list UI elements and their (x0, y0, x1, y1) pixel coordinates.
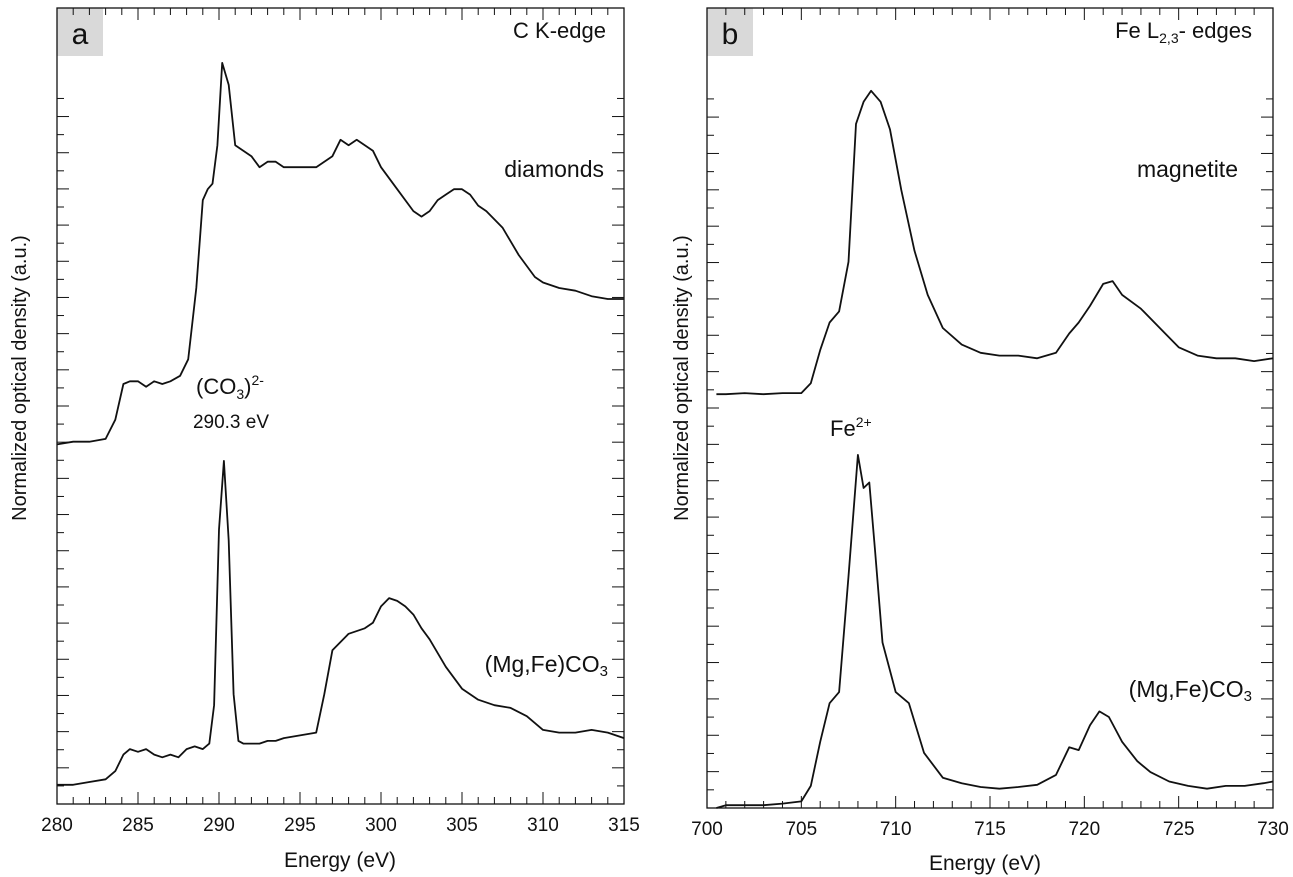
carbonate-close: ) (244, 374, 251, 399)
carbonate-peak-annotation: (CO3)2- (196, 372, 264, 402)
panel-b-x-tick-label: 720 (1068, 819, 1100, 840)
panel-a-spectrum-lower (57, 460, 625, 786)
panel-a-xlabel: Energy (eV) (284, 849, 396, 872)
fe2-peak-annotation: Fe2+ (830, 414, 872, 441)
panel-b-x-tick-label: 730 (1257, 819, 1289, 840)
panel-b-spectrum-upper (716, 89, 1274, 396)
mgfe-co3-a-sub: 3 (600, 663, 608, 680)
mgfe-co3-b-base: (Mg,Fe)CO (1129, 676, 1244, 702)
panel-a-edge-title: C K-edge (513, 18, 606, 43)
panel-a-spectrum-upper (56, 62, 624, 446)
panel-b-letter: b (722, 18, 739, 51)
panel-b-xlabel: Energy (eV) (929, 852, 1041, 875)
panel-a-letter-box (57, 8, 103, 56)
panel-a-x-tick-label: 305 (446, 815, 478, 836)
panel-a-x-tick-label: 315 (608, 815, 640, 836)
fe-edge-title-base: Fe L (1115, 18, 1159, 43)
panel-b-x-tick-label: 715 (974, 819, 1006, 840)
panel-b-x-tick-label: 700 (691, 819, 723, 840)
panel-b-spectrum-lower (716, 454, 1274, 809)
panel-a-curves (56, 62, 625, 786)
panel-a-x-tick-label: 300 (365, 815, 397, 836)
panel-a-axes: 280 285 290 295 300 305 310 315 (41, 7, 640, 836)
carbonate-peak-energy: 290.3 eV (193, 412, 269, 433)
series-label-mgfe-co3-b: (Mg,Fe)CO3 (1129, 676, 1252, 705)
fe-edge-title-end: - edges (1179, 18, 1252, 43)
series-label-magnetite: magnetite (1137, 156, 1238, 182)
panel-a-x-tick-label: 290 (203, 815, 235, 836)
panel-a-c-k-edge: a C K-edge diamonds (Mg,Fe)CO3 (CO3)2- 2… (9, 7, 640, 872)
mgfe-co3-a-base: (Mg,Fe)CO (485, 651, 600, 677)
mgfe-co3-b-sub: 3 (1244, 688, 1252, 705)
series-label-diamonds: diamonds (504, 156, 604, 182)
carbonate-sub: 3 (236, 386, 244, 402)
fe-edge-title-sub: 2,3 (1159, 30, 1179, 46)
panel-a-x-tick-label: 280 (41, 815, 73, 836)
panel-a-letter: a (72, 18, 89, 51)
panel-b-x-tick-label: 710 (880, 819, 912, 840)
panel-a-x-tick-label: 295 (284, 815, 316, 836)
fe2-base: Fe (830, 416, 856, 441)
panel-a-x-tick-label: 285 (122, 815, 154, 836)
panel-b-x-tick-label: 705 (785, 819, 817, 840)
panel-b-ylabel: Normalized optical density (a.u.) (671, 235, 693, 521)
series-label-mgfe-co3-a: (Mg,Fe)CO3 (485, 651, 608, 680)
panel-b-letter-box (707, 8, 753, 56)
carbonate-open: (CO (196, 374, 236, 399)
carbonate-sup: 2- (252, 372, 265, 388)
panel-b-curves (716, 89, 1274, 809)
panel-b-axes: 700 705 710 715 720 725 730 (691, 7, 1289, 840)
panel-a-plot-frame (56, 7, 625, 805)
fe2-sup: 2+ (856, 414, 872, 430)
panel-b-x-tick-label: 725 (1163, 819, 1195, 840)
panel-b-fe-l-edges: b Fe L2,3- edges magnetite (Mg,Fe)CO3 Fe… (671, 7, 1289, 875)
panel-b-edge-title: Fe L2,3- edges (1115, 18, 1252, 46)
panel-a-x-tick-label: 310 (527, 815, 559, 836)
panel-a-ylabel: Normalized optical density (a.u.) (9, 235, 31, 521)
